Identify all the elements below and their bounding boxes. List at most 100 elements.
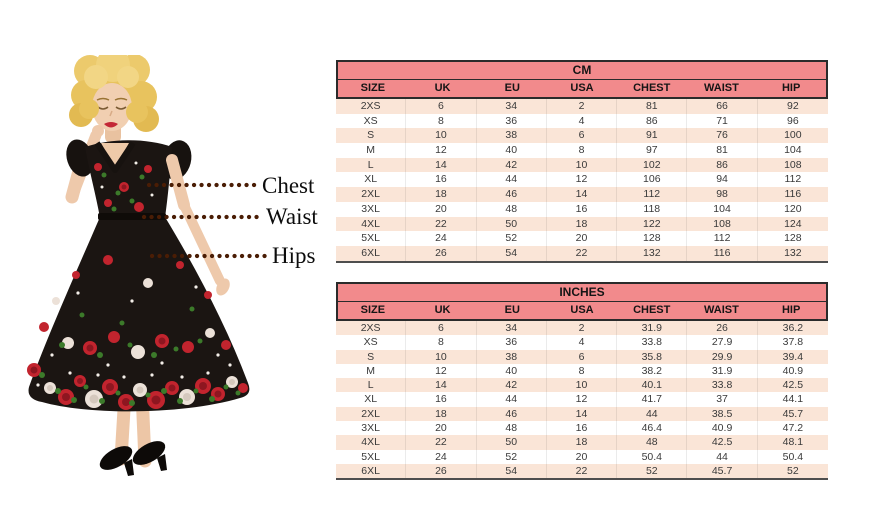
waist-label: Waist <box>266 204 318 229</box>
table-cell: 2 <box>547 321 618 336</box>
table-cell: 44 <box>477 392 547 407</box>
table-cell: M <box>336 363 407 379</box>
table-row: L 14 42 10 102 86 108 <box>336 157 828 173</box>
table-cell: XS <box>336 335 407 350</box>
table-cell: 97 <box>617 143 688 158</box>
table-cell: 16 <box>547 201 618 217</box>
table-cell: 12 <box>406 363 477 379</box>
table-cell: 4XL <box>336 435 407 450</box>
column-header: HIP <box>781 304 801 316</box>
table-cell: 47.2 <box>782 422 804 435</box>
table-cell: 108 <box>687 216 758 232</box>
table-cell: 50 <box>477 435 547 450</box>
table-cell: 2XL <box>336 406 407 422</box>
table-cell: 10 <box>547 157 618 173</box>
table-cell: 22 <box>547 463 618 479</box>
inches-size-table: INCHES SIZE UK EU USA CHEST WAIST HIP 2XS 6 34 2 31.… <box>336 282 828 481</box>
table-cell: 81 <box>687 143 758 158</box>
table-cell: 50.4 <box>782 450 804 463</box>
table-cell: 5XL <box>336 231 407 246</box>
belt <box>98 213 166 220</box>
table-cell: 8 <box>406 113 477 129</box>
table-cell: 48 <box>617 435 688 450</box>
table-cell: 42 <box>477 157 547 173</box>
table-cell: 14 <box>406 157 477 173</box>
table-cell: 116 <box>784 188 802 201</box>
table-cell: 31.9 <box>687 363 758 379</box>
table-cell: 42 <box>477 378 547 393</box>
table-cell: XS <box>336 113 407 129</box>
column-header: EU <box>504 304 520 316</box>
table-cell: 22 <box>547 245 618 261</box>
table-cell: 6 <box>406 321 477 336</box>
table-cell: 14 <box>547 406 618 422</box>
table-header-block: CM SIZE UK EU USA CHEST WAIST HIP <box>336 60 828 99</box>
table-cell: 112 <box>687 231 758 246</box>
table-cell: 42.5 <box>782 379 804 392</box>
table-cell: 20 <box>406 421 477 436</box>
table-cell: S <box>336 128 407 144</box>
table-cell: 46 <box>477 406 547 422</box>
table-row: XS 8 36 4 33.8 27.9 37.8 <box>336 335 828 350</box>
table-cell: 26 <box>687 321 758 336</box>
skirt <box>28 217 250 412</box>
table-cell: 132 <box>617 245 688 261</box>
table-cell: S <box>336 349 407 364</box>
table-cell: 66 <box>687 99 758 114</box>
hips-label: Hips <box>272 243 316 268</box>
table-cell: 2XS <box>336 321 407 336</box>
table-row: L 14 42 10 40.1 33.8 42.5 <box>336 378 828 393</box>
table-cell: 20 <box>547 231 618 246</box>
column-header: UK <box>434 304 451 316</box>
table-cell: 44 <box>477 172 547 188</box>
table-cell: 4XL <box>336 216 407 232</box>
column-header: CHEST <box>633 82 671 94</box>
table-cell: 120 <box>784 202 802 215</box>
table-row: XS 8 36 4 86 71 96 <box>336 113 828 129</box>
chest-dotted-line <box>146 182 262 188</box>
table-cell: 132 <box>784 246 802 259</box>
table-cell: 4 <box>547 113 618 129</box>
table-cell: 20 <box>547 449 618 464</box>
table-cell: 5XL <box>336 449 407 464</box>
table-row: S 10 38 6 91 76 100 <box>336 128 828 144</box>
table-body: 2XS 6 34 2 31.9 26 36.2 XS 8 36 4 33.8 27.9 37.8 S 10 38… <box>336 321 828 481</box>
table-cell: 100 <box>784 129 802 142</box>
table-cell: 124 <box>784 217 802 230</box>
table-cell: 112 <box>617 187 688 202</box>
table-cell: 98 <box>687 187 758 202</box>
table-cell: 38 <box>477 128 547 144</box>
table-cell: 6 <box>547 349 618 364</box>
table-cell: 48.1 <box>782 436 804 449</box>
table-cell: 108 <box>784 158 802 171</box>
table-cell: 46.4 <box>617 421 688 436</box>
table-cell: 86 <box>687 157 758 173</box>
table-cell: 35.8 <box>617 349 688 364</box>
table-cell: 6XL <box>336 245 407 261</box>
table-cell: 33.8 <box>687 378 758 393</box>
table-cell: 34 <box>477 321 547 336</box>
table-cell: 45.7 <box>782 407 804 420</box>
table-cell: 16 <box>406 392 477 407</box>
table-cell: 6 <box>547 128 618 144</box>
table-cell: 44.1 <box>782 393 804 406</box>
table-cell: 50.4 <box>617 449 688 464</box>
table-cell: 16 <box>406 172 477 188</box>
table-cell: 8 <box>406 335 477 350</box>
table-cell: 3XL <box>336 421 407 436</box>
table-cell: 76 <box>687 128 758 144</box>
table-cell: 122 <box>617 216 688 232</box>
table-cell: 6XL <box>336 463 407 479</box>
table-cell: 24 <box>406 231 477 246</box>
table-cell: 31.9 <box>617 321 688 336</box>
table-cell: 2XL <box>336 187 407 202</box>
table-row: XL 16 44 12 106 94 112 <box>336 172 828 188</box>
table-row: 2XS 6 34 2 31.9 26 36.2 <box>336 321 828 336</box>
table-cell: 86 <box>617 113 688 129</box>
table-cell: 18 <box>547 216 618 232</box>
table-cell: 37 <box>687 392 758 407</box>
table-cell: 52 <box>617 463 688 479</box>
table-cell: 8 <box>547 363 618 379</box>
table-cell: 40.9 <box>782 364 804 377</box>
